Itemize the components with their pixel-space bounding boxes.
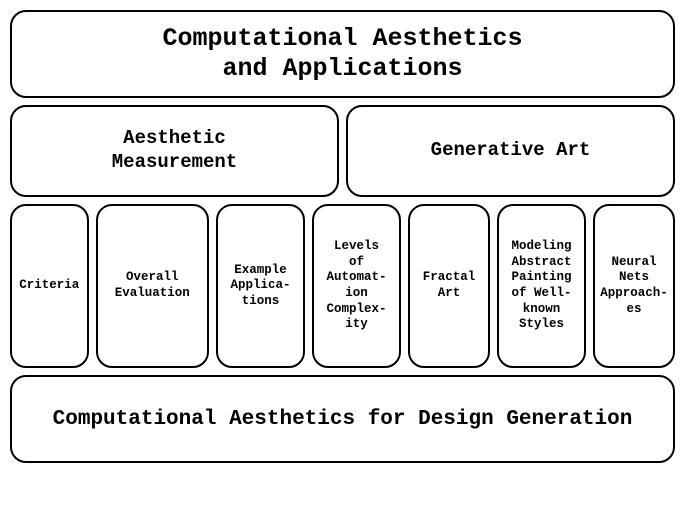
level2-label: AestheticMeasurement: [112, 127, 237, 175]
level3-label: FractalArt: [423, 270, 476, 301]
bottom-node: Computational Aesthetics for Design Gene…: [10, 375, 675, 463]
level3-node-criteria: Criteria: [10, 204, 89, 368]
level3-label: OverallEvaluation: [115, 270, 190, 301]
title-node: Computational Aestheticsand Applications: [10, 10, 675, 98]
level3-label: ModelingAbstractPaintingof Well-knownSty…: [511, 239, 571, 333]
title-text: Computational Aestheticsand Applications: [162, 24, 522, 84]
level2-node-generative-art: Generative Art: [346, 105, 675, 197]
level2-node-aesthetic-measurement: AestheticMeasurement: [10, 105, 339, 197]
level3-node-neural-nets: NeuralNetsApproach-es: [593, 204, 675, 368]
level3-row: Criteria OverallEvaluation ExampleApplic…: [10, 204, 675, 368]
level2-row: AestheticMeasurement Generative Art: [10, 105, 675, 197]
level3-node-overall-evaluation: OverallEvaluation: [96, 204, 210, 368]
level3-label: ExampleApplica-tions: [230, 263, 290, 310]
hierarchy-diagram: Computational Aestheticsand Applications…: [10, 10, 675, 509]
level3-node-modeling-abstract-painting: ModelingAbstractPaintingof Well-knownSty…: [497, 204, 586, 368]
level3-label: LevelsofAutomat-ionComplex-ity: [326, 239, 386, 333]
level2-label: Generative Art: [431, 139, 591, 163]
bottom-text: Computational Aesthetics for Design Gene…: [53, 408, 633, 431]
level3-node-fractal-art: FractalArt: [408, 204, 490, 368]
level3-node-automation-complexity: LevelsofAutomat-ionComplex-ity: [312, 204, 401, 368]
level3-label: Criteria: [19, 278, 79, 294]
level3-node-example-applications: ExampleApplica-tions: [216, 204, 305, 368]
level3-label: NeuralNetsApproach-es: [600, 255, 668, 318]
